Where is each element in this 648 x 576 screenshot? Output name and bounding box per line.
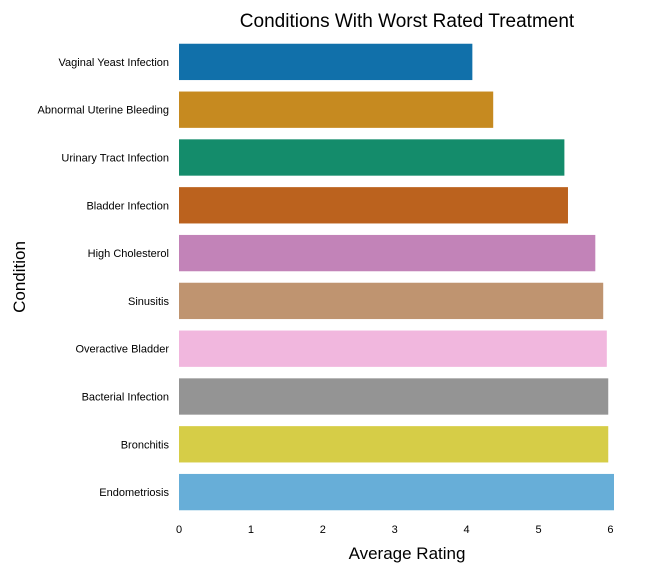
- category-label-endometriosis: Endometriosis: [99, 487, 169, 499]
- category-label-abnormal-uterine-bleeding: Abnormal Uterine Bleeding: [38, 105, 169, 117]
- chart-title: Conditions With Worst Rated Treatment: [240, 11, 575, 32]
- x-tick-label-1: 1: [248, 524, 254, 536]
- x-tick-label-6: 6: [607, 524, 613, 536]
- y-axis-title: Condition: [10, 241, 29, 313]
- bar-sinusitis: [179, 282, 604, 320]
- bar-overactive-bladder: [179, 330, 607, 367]
- x-tick-label-2: 2: [320, 524, 326, 536]
- x-tick-labels: 0 1 2 3 4 5 6: [176, 524, 614, 536]
- bar-high-cholesterol: [179, 234, 596, 272]
- category-labels: Vaginal Yeast Infection Abnormal Uterine …: [38, 57, 170, 499]
- x-tick-label-3: 3: [392, 524, 398, 536]
- bar-vaginal-yeast-infection: [179, 43, 473, 81]
- category-label-bacterial-infection: Bacterial Infection: [82, 392, 169, 404]
- x-tick-label-0: 0: [176, 524, 182, 536]
- bar-bladder-infection: [179, 187, 568, 224]
- category-label-vaginal-yeast-infection: Vaginal Yeast Infection: [59, 57, 170, 69]
- bar-urinary-tract-infection: [179, 139, 565, 176]
- category-label-sinusitis: Sinusitis: [128, 296, 169, 308]
- x-tick-label-5: 5: [535, 524, 541, 536]
- category-label-overactive-bladder: Overactive Bladder: [75, 344, 169, 356]
- bars-group: [179, 43, 614, 511]
- category-label-high-cholesterol: High Cholesterol: [88, 248, 169, 260]
- bar-bronchitis: [179, 426, 609, 463]
- category-label-bladder-infection: Bladder Infection: [86, 200, 169, 212]
- bar-abnormal-uterine-bleeding: [179, 91, 494, 128]
- x-tick-label-4: 4: [464, 524, 470, 536]
- category-label-urinary-tract-infection: Urinary Tract Infection: [61, 153, 169, 165]
- category-label-bronchitis: Bronchitis: [121, 439, 170, 451]
- x-axis-title: Average Rating: [349, 544, 466, 563]
- bar-endometriosis: [179, 473, 614, 511]
- bar-bacterial-infection: [179, 378, 609, 415]
